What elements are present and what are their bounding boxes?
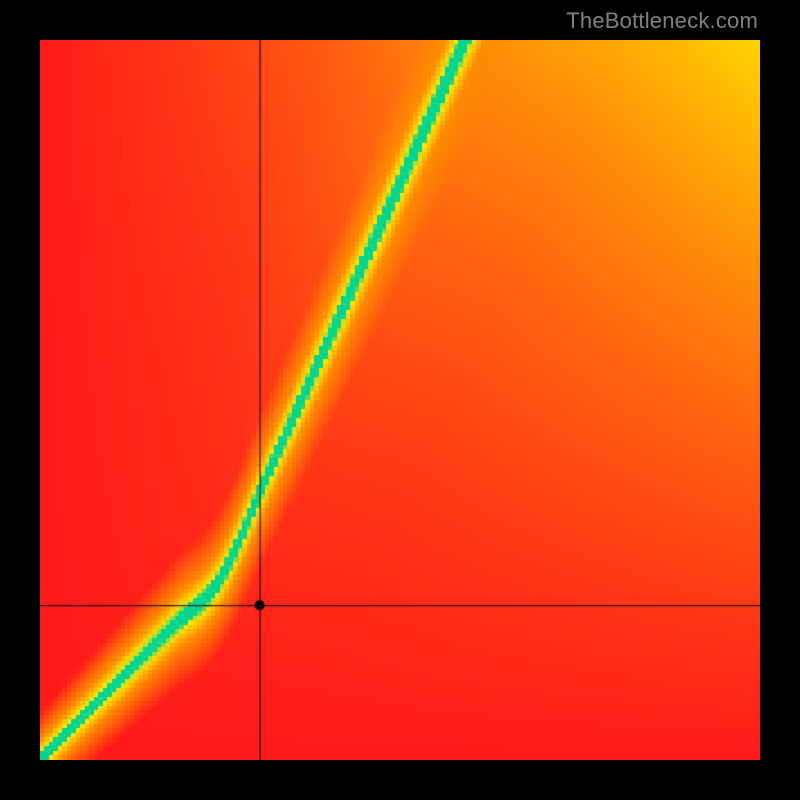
- chart-container: TheBottleneck.com: [0, 0, 800, 800]
- watermark-text: TheBottleneck.com: [566, 8, 758, 34]
- bottleneck-heatmap: [40, 40, 760, 760]
